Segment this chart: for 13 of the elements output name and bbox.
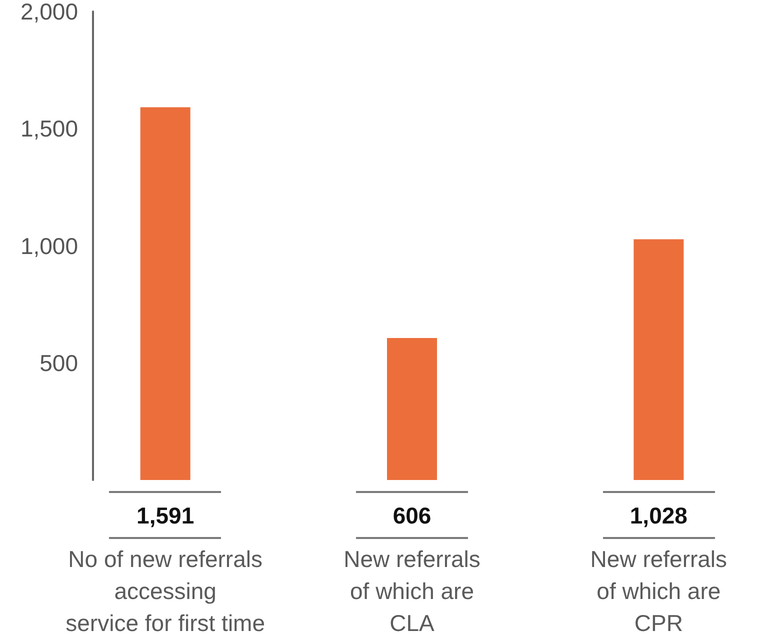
data-label: 1,028	[630, 502, 688, 528]
y-tick-label: 2,000	[20, 0, 78, 24]
data-label: 1,591	[136, 502, 194, 528]
y-tick-label: 500	[40, 350, 78, 376]
y-tick-label: 1,000	[20, 232, 78, 259]
bar	[140, 107, 190, 480]
bar	[634, 239, 684, 480]
bar	[387, 338, 437, 480]
data-label: 606	[392, 502, 432, 528]
x-tick-label: New referrals of which are CPR	[590, 546, 728, 636]
x-tick-label: New referrals of which are CLA	[344, 546, 480, 636]
y-tick-label: 1,500	[20, 116, 78, 142]
x-tick-label: No of new referrals accessing service for first time	[66, 546, 266, 636]
